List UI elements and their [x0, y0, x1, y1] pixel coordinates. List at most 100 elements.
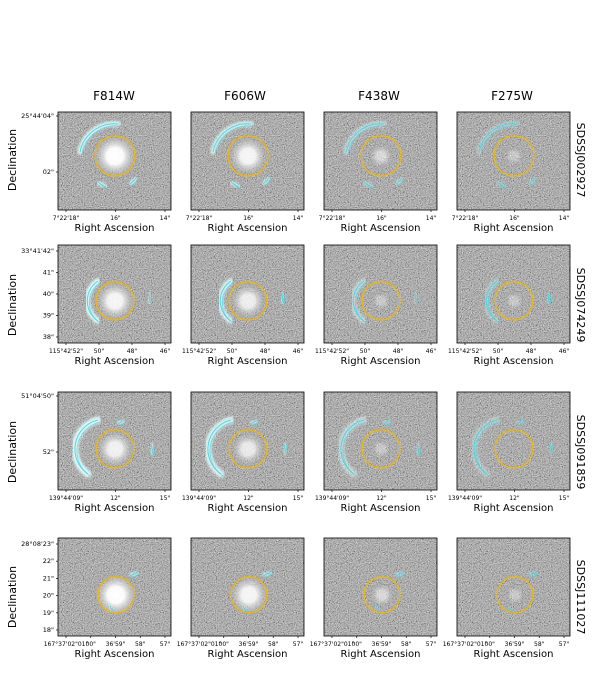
arc-contour — [518, 421, 526, 427]
panel-sdssj002927-f275w: 7°22'18" 16" 14" Right Ascension — [452, 111, 571, 234]
panel-frame — [190, 391, 305, 491]
x-axis-label: Right Ascension — [474, 649, 554, 660]
ra-tick-label: 58" — [135, 641, 146, 648]
arc-contour — [551, 445, 555, 457]
ra-tick-label: 167°37'02"01" — [310, 641, 355, 648]
arc-contour — [214, 125, 254, 155]
ra-tick-label: 14" — [160, 215, 171, 222]
einstein-radius-circle — [493, 135, 535, 177]
arc-contour — [232, 183, 242, 190]
dec-tick-label: 02" — [43, 168, 54, 176]
y-axis-label-row-4: Declination — [6, 566, 19, 628]
ra-tick-label: 14" — [559, 215, 570, 222]
arc-contour — [119, 421, 127, 427]
einstein-radius-circle — [97, 576, 135, 614]
dec-tick-label: 33°41'42" — [21, 247, 54, 255]
x-axis-label: Right Ascension — [341, 356, 421, 367]
arc-contour — [148, 292, 151, 304]
einstein-radius-circle — [95, 281, 135, 321]
arc-contour — [99, 183, 109, 190]
arc-contour — [212, 123, 252, 153]
ra-tick-label: 15" — [559, 495, 570, 502]
ra-tick-label: 48" — [393, 348, 404, 355]
ra-tick-label: 12" — [376, 495, 387, 502]
y-axis-label-row-3: Declination — [6, 421, 19, 483]
ra-tick-label: 167°37'02"01" — [177, 641, 222, 648]
ra-tick-label: 14" — [293, 215, 304, 222]
arc-contour — [252, 421, 260, 427]
panel-sdssj002927-f606w: 7°22'18" 16" 14" Right Ascension — [186, 111, 305, 234]
ra-tick-label: 115°42'52" — [448, 348, 482, 355]
panel-sdssj074249-f814w: 115°42'52" 50" 48" 46" Right Ascension 33°41'… — [21, 244, 172, 367]
panel-sdssj111027-f606w: 167°37'02"01"00" 36'59" 58" 57" Right Ascens… — [177, 537, 305, 660]
galaxy-core — [509, 589, 521, 601]
einstein-radius-circle — [230, 576, 268, 614]
ra-tick-label: 57" — [559, 641, 570, 648]
arc-contour — [152, 445, 156, 457]
galaxy-core — [94, 428, 136, 470]
einstein-radius-circle — [95, 429, 135, 469]
ra-tick-label: 48" — [260, 348, 271, 355]
dec-tick-label: 40" — [43, 290, 54, 298]
galaxy-core — [92, 571, 140, 619]
arc-contour — [383, 419, 391, 425]
ra-tick-label: 7°22'18" — [319, 215, 346, 222]
ra-tick-label: 50" — [493, 348, 504, 355]
arc-contour — [129, 177, 137, 185]
ra-tick-label: 16" — [376, 215, 387, 222]
arc-contour — [510, 607, 514, 613]
noise-background — [457, 538, 570, 636]
arc-contour — [418, 445, 422, 457]
arc-contour — [342, 421, 367, 477]
arc-contour — [131, 573, 141, 579]
panel-frame — [323, 537, 438, 637]
arc-contour — [530, 573, 540, 579]
arc-contour — [416, 294, 419, 306]
ra-tick-label: 16" — [110, 215, 121, 222]
ra-tick-label: 139°44'09" — [49, 495, 83, 502]
arc-contour — [281, 292, 284, 304]
arc-contour — [549, 443, 553, 455]
arc-contour — [528, 177, 536, 185]
x-axis-label: Right Ascension — [474, 503, 554, 514]
galaxy-core — [226, 134, 270, 178]
arc-contour — [530, 179, 538, 187]
ra-tick-label: 48" — [127, 348, 138, 355]
ra-tick-label: 00" — [219, 641, 230, 648]
ra-tick-label: 139°44'09" — [448, 495, 482, 502]
ra-tick-label: 46" — [293, 348, 304, 355]
arc-contour — [117, 419, 125, 425]
ra-tick-label: 7°22'18" — [53, 215, 80, 222]
ra-tick-label: 167°37'02"01" — [44, 641, 89, 648]
galaxy-core — [229, 430, 267, 468]
ra-tick-label: 115°42'52" — [315, 348, 349, 355]
panel-frame — [323, 111, 438, 211]
object-label-3: SDSSJ091859 — [574, 415, 587, 490]
einstein-radius-circle — [228, 281, 268, 321]
panel-sdssj002927-f438w: 7°22'18" 16" 14" Right Ascension — [319, 111, 438, 234]
ra-tick-label: 57" — [426, 641, 437, 648]
arc-contour — [230, 181, 240, 188]
x-axis-label: Right Ascension — [208, 356, 288, 367]
dec-tick-label: 21" — [43, 574, 54, 582]
column-title-f438w: F438W — [358, 89, 400, 103]
panel-sdssj074249-f275w: 115°42'52" 50" 48" 46" Right Ascension — [448, 244, 571, 367]
ra-tick-label: 167°37'02"01" — [443, 641, 488, 648]
panel-sdssj091859-f438w: 139°44'09" 12" 15" Right Ascension — [315, 391, 438, 514]
arc-contour — [498, 183, 508, 190]
arc-contour — [264, 573, 274, 579]
arc-contour — [76, 421, 101, 477]
arc-contour — [283, 443, 287, 455]
arc-contour — [347, 125, 387, 155]
arc-contour — [385, 421, 393, 427]
galaxy-core — [508, 150, 520, 162]
ra-tick-label: 48" — [526, 348, 537, 355]
arc-contour — [111, 607, 115, 613]
ra-tick-label: 15" — [426, 495, 437, 502]
x-axis-label: Right Ascension — [75, 223, 155, 234]
ra-tick-label: 12" — [110, 495, 121, 502]
row-labels: Declination Declination Declination Decl… — [6, 123, 587, 635]
arc-contour — [478, 123, 518, 153]
arc-contour — [354, 282, 367, 324]
